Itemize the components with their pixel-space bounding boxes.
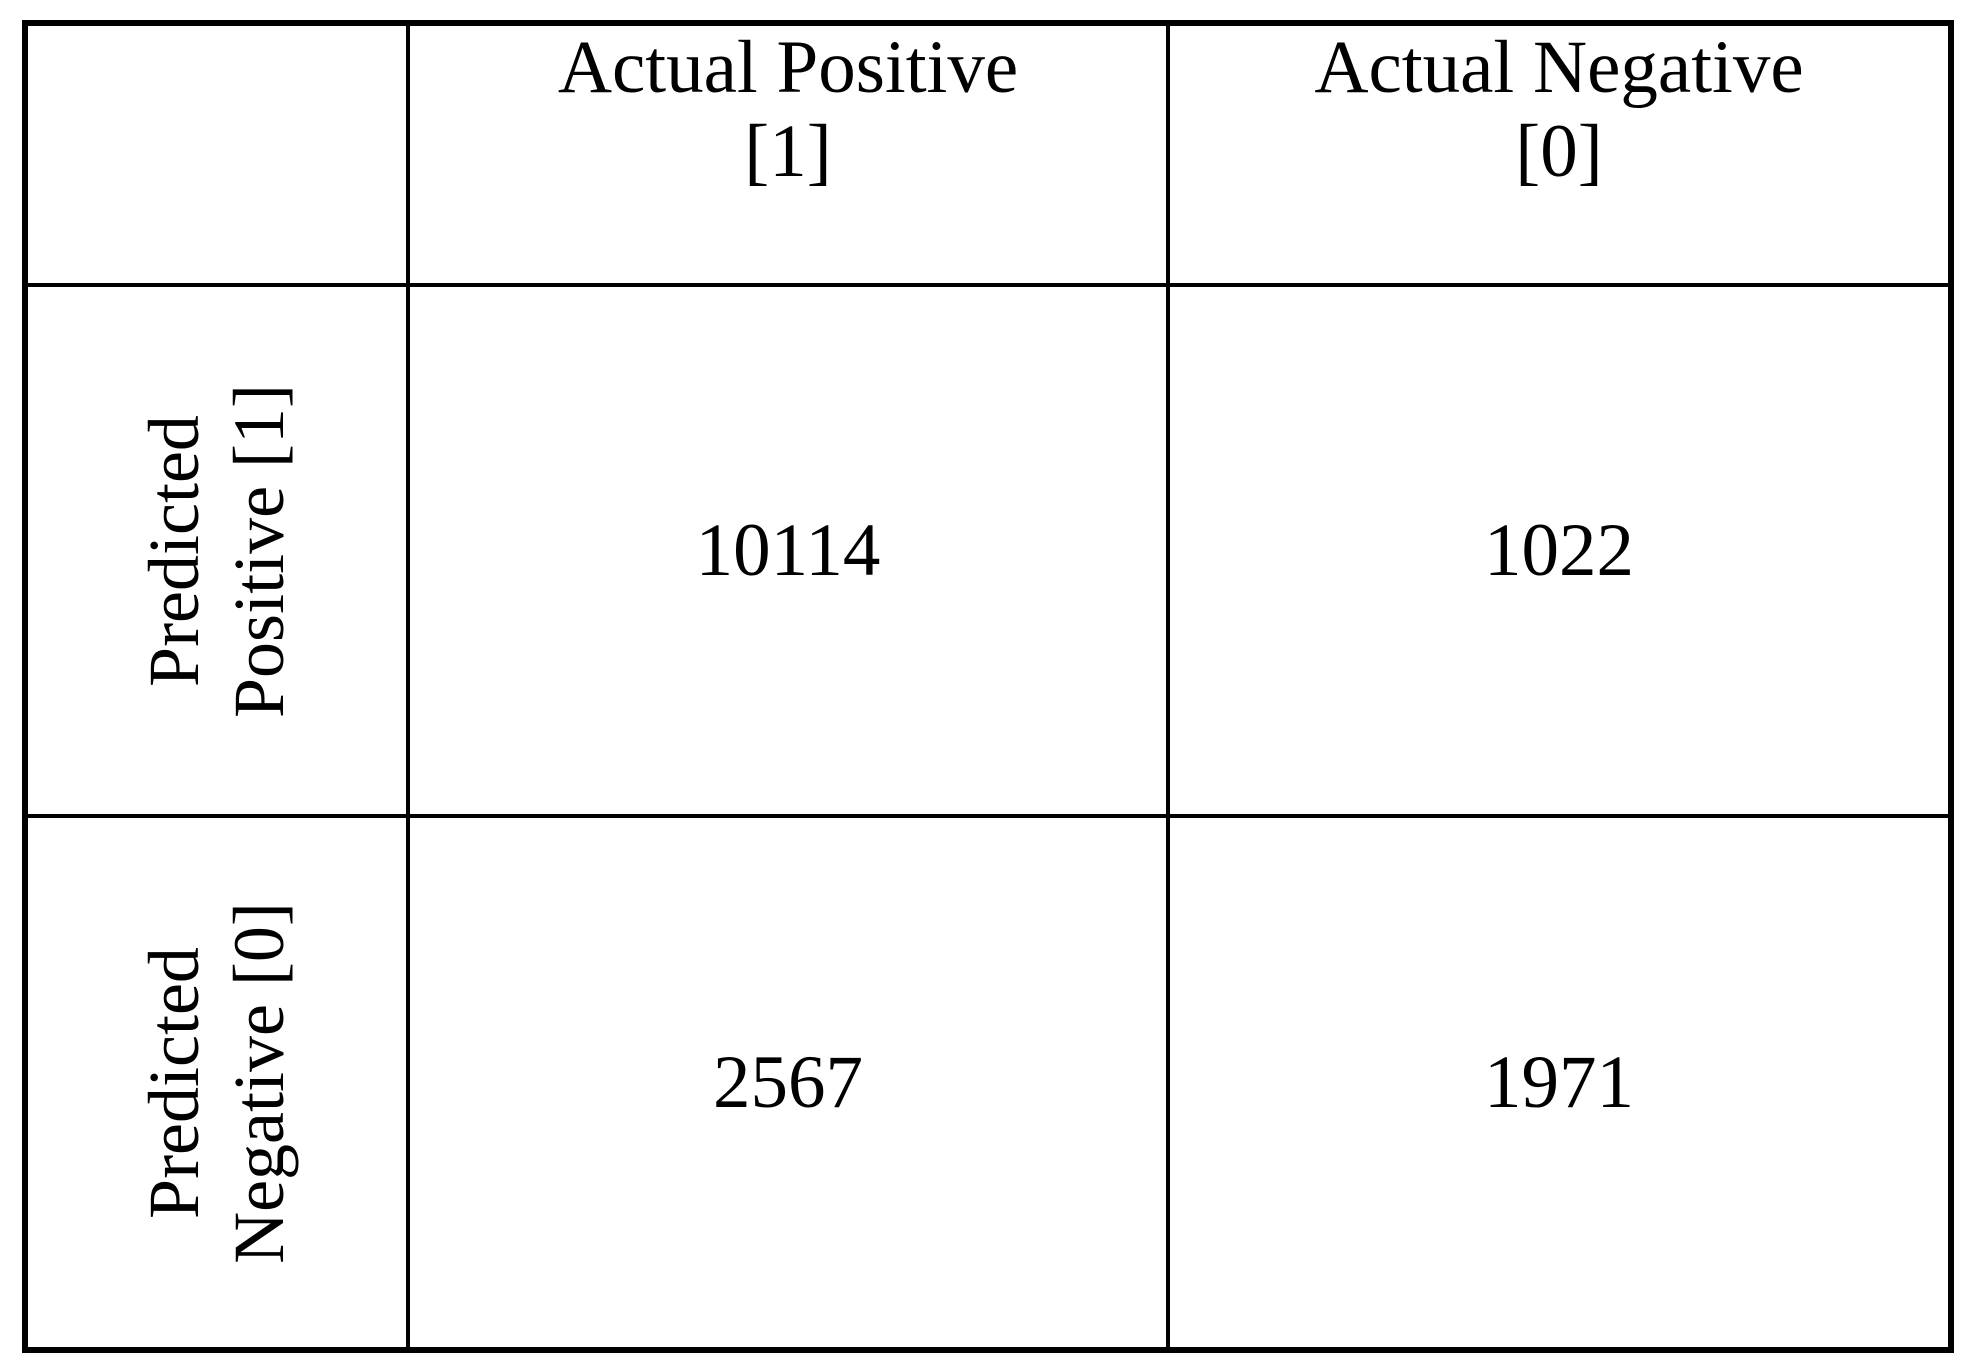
column-header-label: Actual Positive <box>557 26 1019 109</box>
cell-false-positive: 1022 <box>1166 283 1953 818</box>
row-header-line1: Predicted <box>134 414 215 687</box>
rotated-row-label: Predicted Negative [0] <box>132 902 302 1264</box>
cell-true-negative: 1971 <box>1166 814 1953 1352</box>
row-header-line1: Predicted <box>134 946 215 1219</box>
table-row-predicted-positive: Predicted Positive [1] 10114 1022 <box>23 283 1953 818</box>
corner-cell <box>23 21 410 287</box>
cell-false-negative: 2567 <box>406 814 1170 1352</box>
column-header-bracket: [0] <box>1515 110 1603 193</box>
header-row: Actual Positive [1] Actual Negative [0] <box>23 21 1953 287</box>
table-row-predicted-negative: Predicted Negative [0] 2567 1971 <box>23 814 1953 1352</box>
row-header-predicted-negative: Predicted Negative [0] <box>23 814 410 1352</box>
row-header-line2: Positive [1] <box>219 383 299 718</box>
column-header-actual-negative: Actual Negative [0] <box>1166 21 1953 287</box>
row-header-line2: Negative [0] <box>219 901 299 1264</box>
cell-true-positive: 10114 <box>406 283 1170 818</box>
column-header-bracket: [1] <box>744 110 832 193</box>
column-header-actual-positive: Actual Positive [1] <box>406 21 1170 287</box>
row-header-predicted-positive: Predicted Positive [1] <box>23 283 410 818</box>
confusion-matrix-table: Actual Positive [1] Actual Negative [0] … <box>22 20 1954 1353</box>
rotated-row-label: Predicted Positive [1] <box>132 384 302 718</box>
column-header-label: Actual Negative <box>1314 26 1804 109</box>
